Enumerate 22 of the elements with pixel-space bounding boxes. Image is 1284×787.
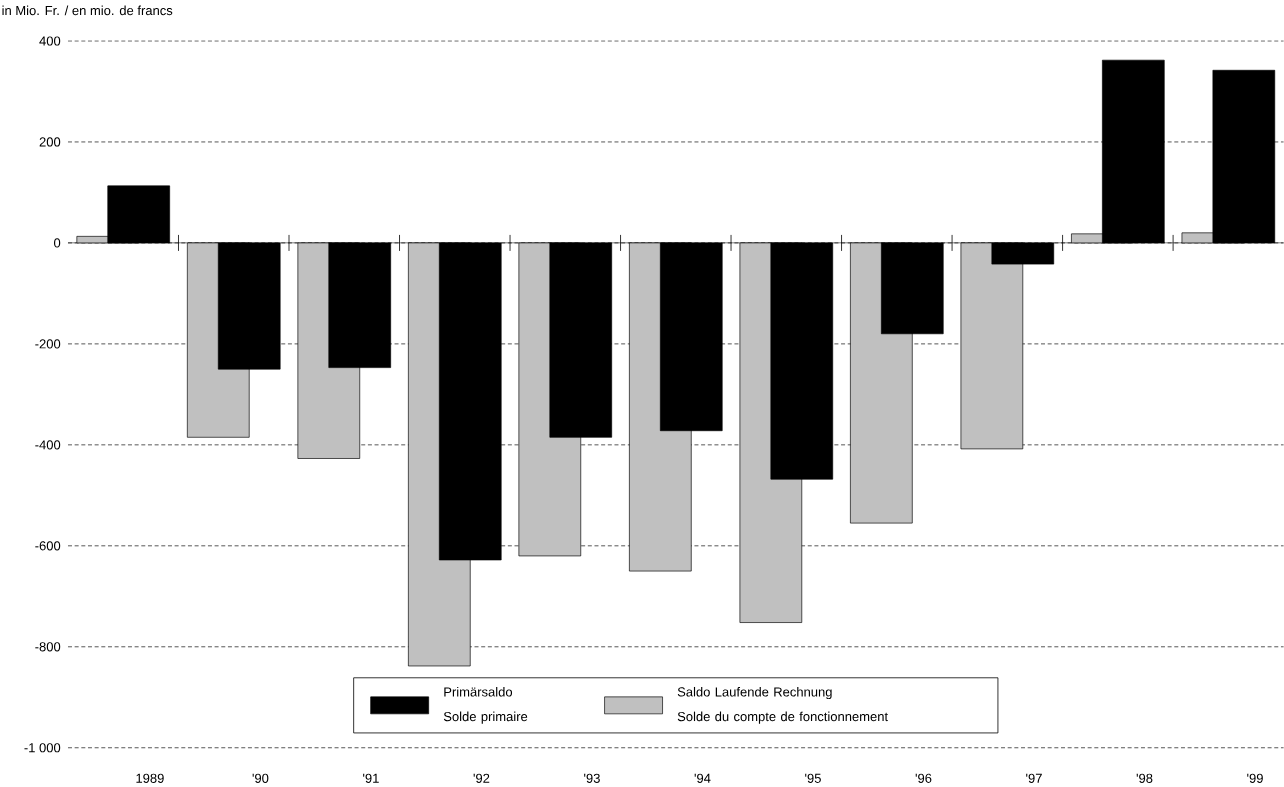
y-axis-title: in Mio. Fr. / en mio. de francs [2,5,173,16]
legend-label: Saldo Laufende Rechnung Solde du compte de fonctionnement [677,686,888,724]
x-tick-label: '99 [1247,773,1263,783]
x-tick-label: '90 [252,773,269,783]
x-tick-label: '92 [473,773,490,783]
x-tick-label: '93 [584,773,600,783]
y-tick-label: -200 [35,339,61,349]
y-tick-label: -1 000 [24,743,61,753]
x-tick-label: '96 [915,773,932,783]
y-tick-label: 0 [54,238,61,248]
y-tick-label: -600 [35,541,61,551]
x-tick-label: '94 [694,773,711,783]
x-tick-label: '97 [1026,773,1042,783]
y-tick-label: 400 [39,36,61,46]
x-tick-label: '91 [363,773,379,783]
x-tick-label: '95 [805,773,821,783]
y-tick-label: -800 [35,642,61,652]
y-tick-label: -400 [35,440,61,450]
y-tick-label: 200 [39,137,61,147]
x-tick-label: 1989 [136,773,164,783]
legend-label: Primärsaldo Solde primaire [443,686,528,724]
x-tick-label: '98 [1136,773,1153,783]
